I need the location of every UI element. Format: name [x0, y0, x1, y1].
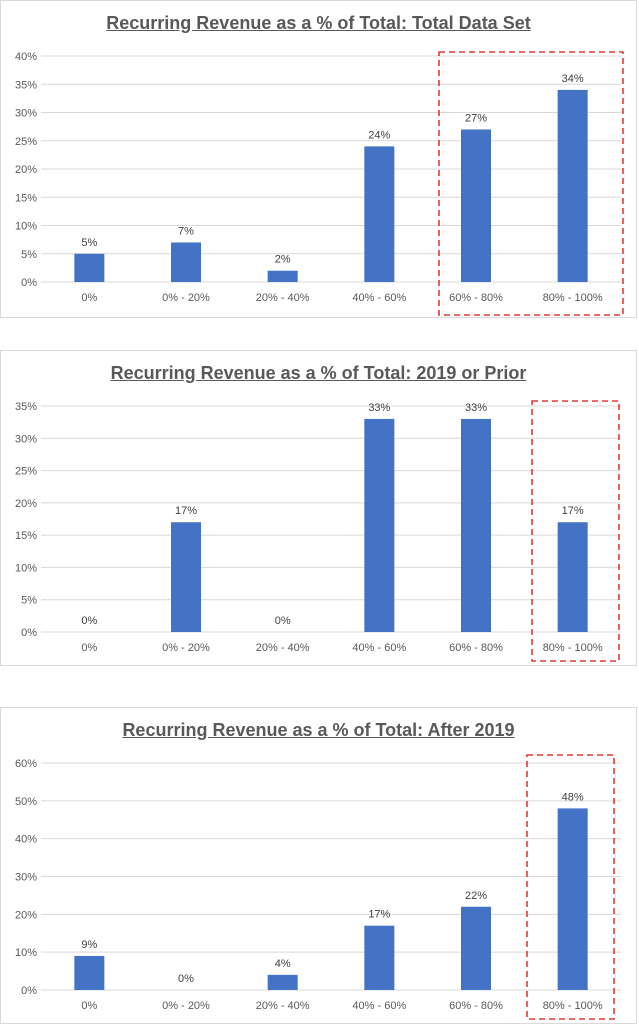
y-tick-label: 10%: [15, 562, 37, 574]
y-tick-label: 0%: [21, 985, 37, 997]
y-tick-label: 15%: [15, 530, 37, 542]
category-label: 20% - 40%: [256, 1000, 310, 1012]
bar-chart-2019-or-prior: 0% 5% 10% 15% 20% 25% 30% 35% 0% 0% 17% 0% - 20% 0% 2…: [15, 400, 621, 662]
y-tick-label: 10%: [15, 221, 37, 233]
category-label: 40% - 60%: [352, 292, 406, 304]
bar: [364, 418, 395, 632]
y-tick-label: 5%: [21, 249, 37, 261]
highlight-box: [438, 51, 624, 316]
bar: [461, 129, 491, 282]
highlight-box: [526, 754, 615, 1020]
bar: [74, 955, 105, 990]
category-label: 20% - 40%: [256, 292, 310, 304]
chart-panel-2019-or-prior: Recurring Revenue as a % of Total: 2019 …: [0, 350, 637, 666]
y-tick-label: 40%: [15, 834, 37, 846]
y-tick-label: 60%: [15, 758, 37, 770]
y-tick-label: 0%: [21, 627, 37, 639]
y-tick-label: 15%: [15, 192, 37, 204]
category-label: 60% - 80%: [449, 1000, 503, 1012]
data-label: 5%: [81, 237, 97, 249]
bar: [364, 925, 395, 990]
category-label: 80% - 100%: [543, 292, 603, 304]
y-tick-label: 10%: [15, 947, 37, 959]
bar: [461, 906, 491, 990]
chart-title: Recurring Revenue as a % of Total: 2019 …: [110, 363, 527, 383]
category-label: 80% - 100%: [543, 1000, 603, 1012]
data-label: 17%: [562, 505, 584, 517]
data-label: 22%: [465, 890, 487, 902]
data-label: 33%: [368, 402, 390, 414]
data-label: 4%: [275, 958, 291, 970]
y-tick-label: 30%: [15, 108, 37, 120]
y-tick-label: 35%: [15, 401, 37, 413]
bar: [557, 89, 588, 283]
category-label: 0%: [81, 1000, 97, 1012]
data-label: 48%: [562, 791, 584, 803]
category-label: 0% - 20%: [162, 642, 210, 654]
category-label: 40% - 60%: [352, 642, 406, 654]
category-label: 0%: [81, 292, 97, 304]
data-label: 17%: [368, 909, 390, 921]
data-label: 9%: [81, 939, 97, 951]
bar: [364, 146, 395, 282]
bar: [171, 242, 201, 282]
category-label: 0%: [81, 642, 97, 654]
chart-panel-total-data-set: Recurring Revenue as a % of Total: Total…: [0, 0, 637, 318]
y-tick-label: 35%: [15, 79, 37, 91]
bar: [461, 418, 491, 632]
data-label: 33%: [465, 402, 487, 414]
chart-title: Recurring Revenue as a % of Total: Total…: [106, 13, 531, 33]
bar: [267, 270, 298, 282]
chart-title: Recurring Revenue as a % of Total: After…: [122, 720, 515, 740]
bar-chart-after-2019: 0% 10% 20% 30% 40% 50% 60% 9% 0% 0% 0% - 20% 4% 20% …: [15, 754, 621, 1020]
highlight-box: [531, 400, 620, 662]
y-tick-label: 25%: [15, 466, 37, 478]
category-label: 0% - 20%: [162, 1000, 210, 1012]
y-tick-label: 30%: [15, 433, 37, 445]
y-tick-label: 20%: [15, 909, 37, 921]
data-label: 2%: [275, 254, 291, 266]
data-label: 17%: [175, 505, 197, 517]
bar: [74, 253, 105, 282]
bar: [557, 808, 588, 990]
category-label: 40% - 60%: [352, 1000, 406, 1012]
category-label: 80% - 100%: [543, 642, 603, 654]
data-label: 0%: [81, 615, 97, 627]
data-label: 0%: [178, 973, 194, 985]
data-label: 27%: [465, 112, 487, 124]
y-tick-label: 25%: [15, 136, 37, 148]
y-tick-label: 5%: [21, 595, 37, 607]
category-label: 60% - 80%: [449, 292, 503, 304]
y-tick-label: 0%: [21, 277, 37, 289]
data-label: 7%: [178, 225, 194, 237]
category-label: 0% - 20%: [162, 292, 210, 304]
data-label: 0%: [275, 615, 291, 627]
bar-chart-total-data-set: 0% 5% 10% 15% 20% 25% 30% 35% 40% 5% 0% 7% 0% - 20% 2…: [15, 51, 624, 316]
category-label: 60% - 80%: [449, 642, 503, 654]
data-label: 24%: [368, 129, 390, 141]
y-tick-label: 50%: [15, 796, 37, 808]
bar: [267, 974, 298, 990]
y-tick-label: 40%: [15, 51, 37, 63]
bar: [557, 522, 588, 632]
y-tick-label: 30%: [15, 872, 37, 884]
y-tick-label: 20%: [15, 164, 37, 176]
data-label: 34%: [562, 73, 584, 85]
category-label: 20% - 40%: [256, 642, 310, 654]
y-tick-label: 20%: [15, 498, 37, 510]
chart-panel-after-2019: Recurring Revenue as a % of Total: After…: [0, 707, 637, 1024]
bar: [171, 522, 201, 632]
